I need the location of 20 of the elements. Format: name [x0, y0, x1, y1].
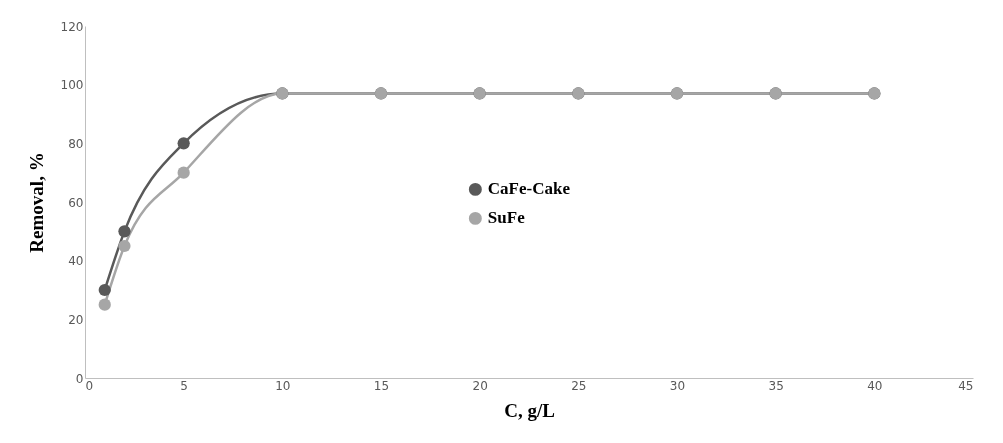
- x-tick-label: 0: [85, 378, 94, 393]
- x-tick-label: 20: [472, 378, 488, 393]
- y-tick-label: 60: [68, 195, 84, 210]
- x-tick-label: 5: [180, 378, 188, 393]
- legend-label: SuFe: [487, 208, 526, 228]
- y-tick-label: 120: [60, 19, 84, 34]
- y-tick-label: 80: [68, 136, 84, 151]
- x-tick-label: 40: [867, 378, 883, 393]
- y-tick-label: 100: [60, 78, 84, 93]
- x-tick-label: 35: [768, 378, 784, 393]
- x-tick-label: 45: [958, 378, 974, 393]
- y-axis-title: Removal, %: [25, 152, 47, 253]
- legend-label: CaFe-Cake: [487, 179, 571, 199]
- y-tick-label: 20: [68, 312, 84, 327]
- x-axis-title: C, g/L: [504, 399, 555, 421]
- x-tick-label: 10: [275, 378, 291, 393]
- x-tick-label: 25: [571, 378, 587, 393]
- x-tick-label: 30: [669, 378, 686, 393]
- y-tick-label: 40: [68, 254, 84, 269]
- x-tick-label: 15: [373, 378, 390, 393]
